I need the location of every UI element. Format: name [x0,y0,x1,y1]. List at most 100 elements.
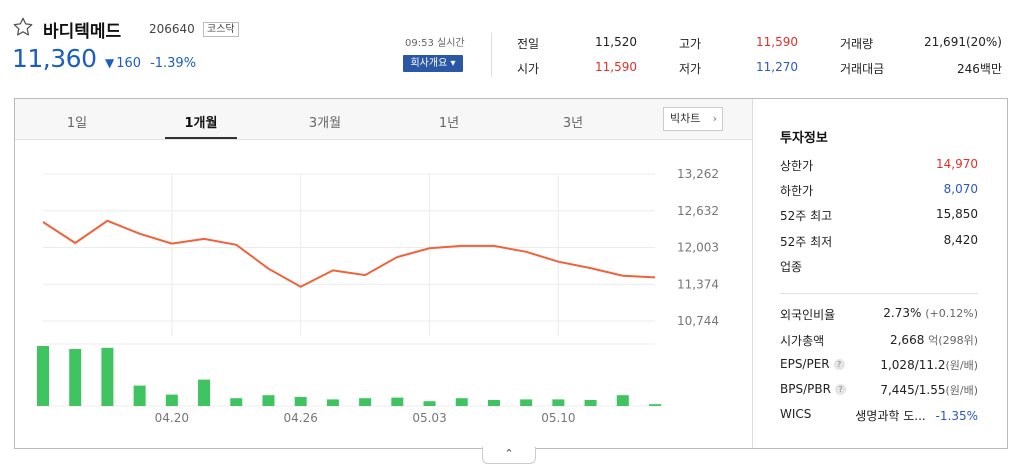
active-tab-indicator [165,137,237,139]
sector-label: 업종 [780,260,803,274]
volume-bar [326,399,339,406]
market-cap-value: 2,668 억(298위) [853,332,978,348]
volume-bar [359,398,372,406]
market-cap: 2,668 [889,333,925,347]
bps-pbr: 7,445/1.55 [880,383,946,397]
x-axis-ticks: 04.20 04.26 05.03 05.10 [155,411,576,425]
52w-high-value: 15,850 [936,207,978,221]
volume-bar [520,399,533,406]
52w-low-value: 8,420 [943,233,978,247]
tab-3month[interactable]: 3개월 [308,116,342,131]
price-change: ▼ 160 -1.39% [105,56,196,71]
current-price: 11,360 [12,44,97,73]
volume-label: 거래량 [840,37,874,51]
volume-bar [198,379,211,406]
down-arrow-icon: ▼ [105,56,115,70]
big-chart-label: 빅차트 [670,112,701,125]
x-tick-label: 04.20 [155,411,189,425]
eps-per-unit: (원/배) [945,359,978,372]
chart-panel: 1일 1개월 3개월 1년 3년 빅차트 › 13,262 12,632 12,00… [14,98,1008,449]
x-tick-label: 05.10 [541,411,575,425]
header-divider [491,33,492,77]
eps-per-label: EPS/PER? [780,357,845,371]
wics-value[interactable]: 생명과학 도... -1.35% [843,407,978,424]
tab-1day[interactable]: 1일 [66,116,88,131]
lower-limit-label: 하한가 [780,184,814,198]
volume-bar [133,385,146,406]
open-value: 11,590 [595,60,637,74]
volume-bar [101,347,114,406]
wics-change: -1.35% [935,409,978,423]
favorite-star-icon[interactable] [12,16,34,42]
volume-bars [37,346,661,406]
tab-1year[interactable]: 1년 [438,116,460,131]
bps-pbr-label: BPS/PBR? [780,382,846,396]
help-icon[interactable]: ? [834,384,846,395]
invest-info-title: 투자정보 [780,131,828,146]
volume-bar [230,398,243,406]
volume-bar [423,401,436,406]
big-chart-button[interactable]: 빅차트 › [663,107,723,131]
volume-bar [165,394,178,406]
trade-amount-value: 246백만 [957,62,1002,76]
upper-limit-value: 14,970 [936,157,978,171]
help-icon[interactable]: ? [833,359,845,370]
y-tick-label: 12,632 [677,204,719,218]
company-overview-button[interactable]: 회사개요 ▾ [403,55,463,72]
prev-close-label: 전일 [517,37,540,51]
chevron-right-icon: › [712,112,717,125]
chart-grid [43,173,655,407]
eps-per-value: 1,028/11.2(원/배) [853,357,978,373]
foreign-ratio-change: (+0.12%) [925,307,978,320]
high-value: 11,590 [756,35,798,49]
volume-bar [455,398,468,406]
52w-high-label: 52주 최고 [780,209,833,223]
volume-bar [262,395,275,406]
tab-3year[interactable]: 3년 [562,116,584,131]
price-line [42,219,656,288]
realtime-label: 09:53 실시간 [405,38,465,49]
stock-code: 206640 [149,22,195,36]
open-label: 시가 [517,62,540,76]
upper-limit-label: 상한가 [780,159,814,173]
volume-bar [294,397,307,406]
low-value: 11,270 [756,60,798,74]
52w-low-label: 52주 최저 [780,235,833,249]
chevron-up-icon: ⌃ [504,447,514,460]
change-amount: 160 [116,56,142,71]
volume-bar [552,399,565,406]
low-label: 저가 [679,62,702,76]
x-tick-label: 05.03 [412,411,446,425]
foreign-ratio-value: 2.73% (+0.12%) [863,306,978,320]
wics-label: WICS [780,407,812,421]
caret-down-icon: ▾ [450,58,456,69]
foreign-ratio: 2.73% [883,306,922,320]
volume-bar [37,346,49,406]
volume-bar [69,349,82,406]
volume-bar [584,400,597,406]
y-tick-label: 12,003 [677,241,719,255]
volume-bar [616,395,629,406]
eps-per: 1,028/11.2 [880,358,946,372]
bps-pbr-value: 7,445/1.55(원/배) [853,382,978,398]
period-tabs: 1일 1개월 3개월 1년 3년 빅차트 › [15,99,752,140]
y-axis-ticks: 13,262 12,632 12,003 11,374 10,744 [677,167,719,328]
volume-bar [487,400,500,406]
eps-per-text: EPS/PER [780,357,830,371]
bps-pbr-unit: (원/배) [945,384,978,397]
company-overview-label: 회사개요 [410,58,448,69]
prev-close-value: 11,520 [595,35,637,49]
invest-divider [780,293,978,294]
x-tick-label: 04.26 [284,411,318,425]
bps-pbr-text: BPS/PBR [780,382,831,396]
tab-1month[interactable]: 1개월 [184,116,218,131]
market-cap-label: 시가총액 [780,334,825,348]
lower-limit-value: 8,070 [943,182,978,196]
volume-bar [391,397,404,406]
y-tick-label: 11,374 [677,277,719,291]
collapse-button[interactable]: ⌃ [482,447,536,464]
invest-info: 투자정보 상한가 14,970 하한가 8,070 52주 최고 15,850 … [753,99,1008,448]
y-tick-label: 10,744 [677,314,719,328]
change-percent: -1.39% [150,56,197,71]
